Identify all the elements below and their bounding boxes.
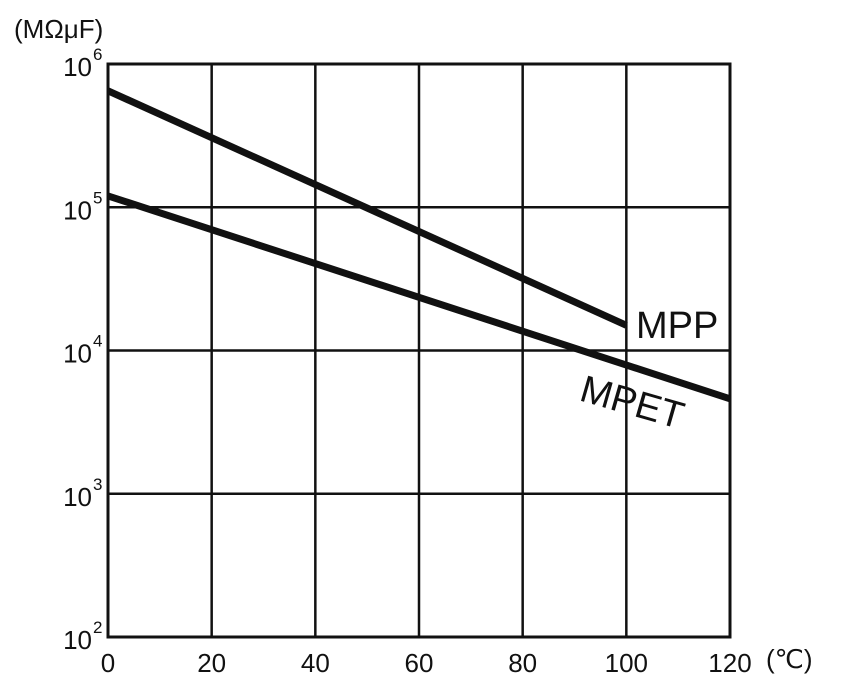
x-tick-label: 100 (605, 648, 648, 678)
y-tick-base: 10 (63, 482, 92, 512)
y-tick-base: 10 (63, 195, 92, 225)
x-tick-label: 120 (708, 648, 751, 678)
x-tick-label: 60 (405, 648, 434, 678)
grid (106, 62, 732, 639)
x-tick-label: 20 (197, 648, 226, 678)
y-tick-label: 10 5 (63, 188, 102, 225)
y-tick-exponent: 6 (93, 45, 102, 64)
y-tick-exponent: 3 (93, 475, 102, 494)
y-tick-base: 10 (63, 339, 92, 369)
x-tick-label: 0 (101, 648, 115, 678)
series-line-mpp (106, 87, 628, 329)
y-tick-exponent: 5 (93, 188, 102, 207)
series-line-mpet (106, 192, 732, 403)
plot-frame (106, 62, 732, 639)
y-axis-label: (MΩμF) (14, 14, 103, 44)
y-tick-base: 10 (63, 52, 92, 82)
y-tick-exponent: 4 (93, 332, 102, 351)
x-tick-label: 40 (301, 648, 330, 678)
x-tick-labels: 0 20 40 60 80 100 120 (101, 648, 752, 678)
y-tick-label: 10 2 (63, 618, 102, 655)
series-layer (106, 87, 732, 403)
x-tick-label: 80 (508, 648, 537, 678)
y-tick-label: 10 6 (63, 45, 102, 82)
y-tick-label: 10 4 (63, 332, 102, 369)
y-tick-base: 10 (63, 625, 92, 655)
y-tick-exponent: 2 (93, 618, 102, 637)
y-tick-label: 10 3 (63, 475, 102, 512)
series-label-mpp: MPP (636, 305, 718, 347)
x-axis-unit-label: (℃) (766, 644, 813, 674)
